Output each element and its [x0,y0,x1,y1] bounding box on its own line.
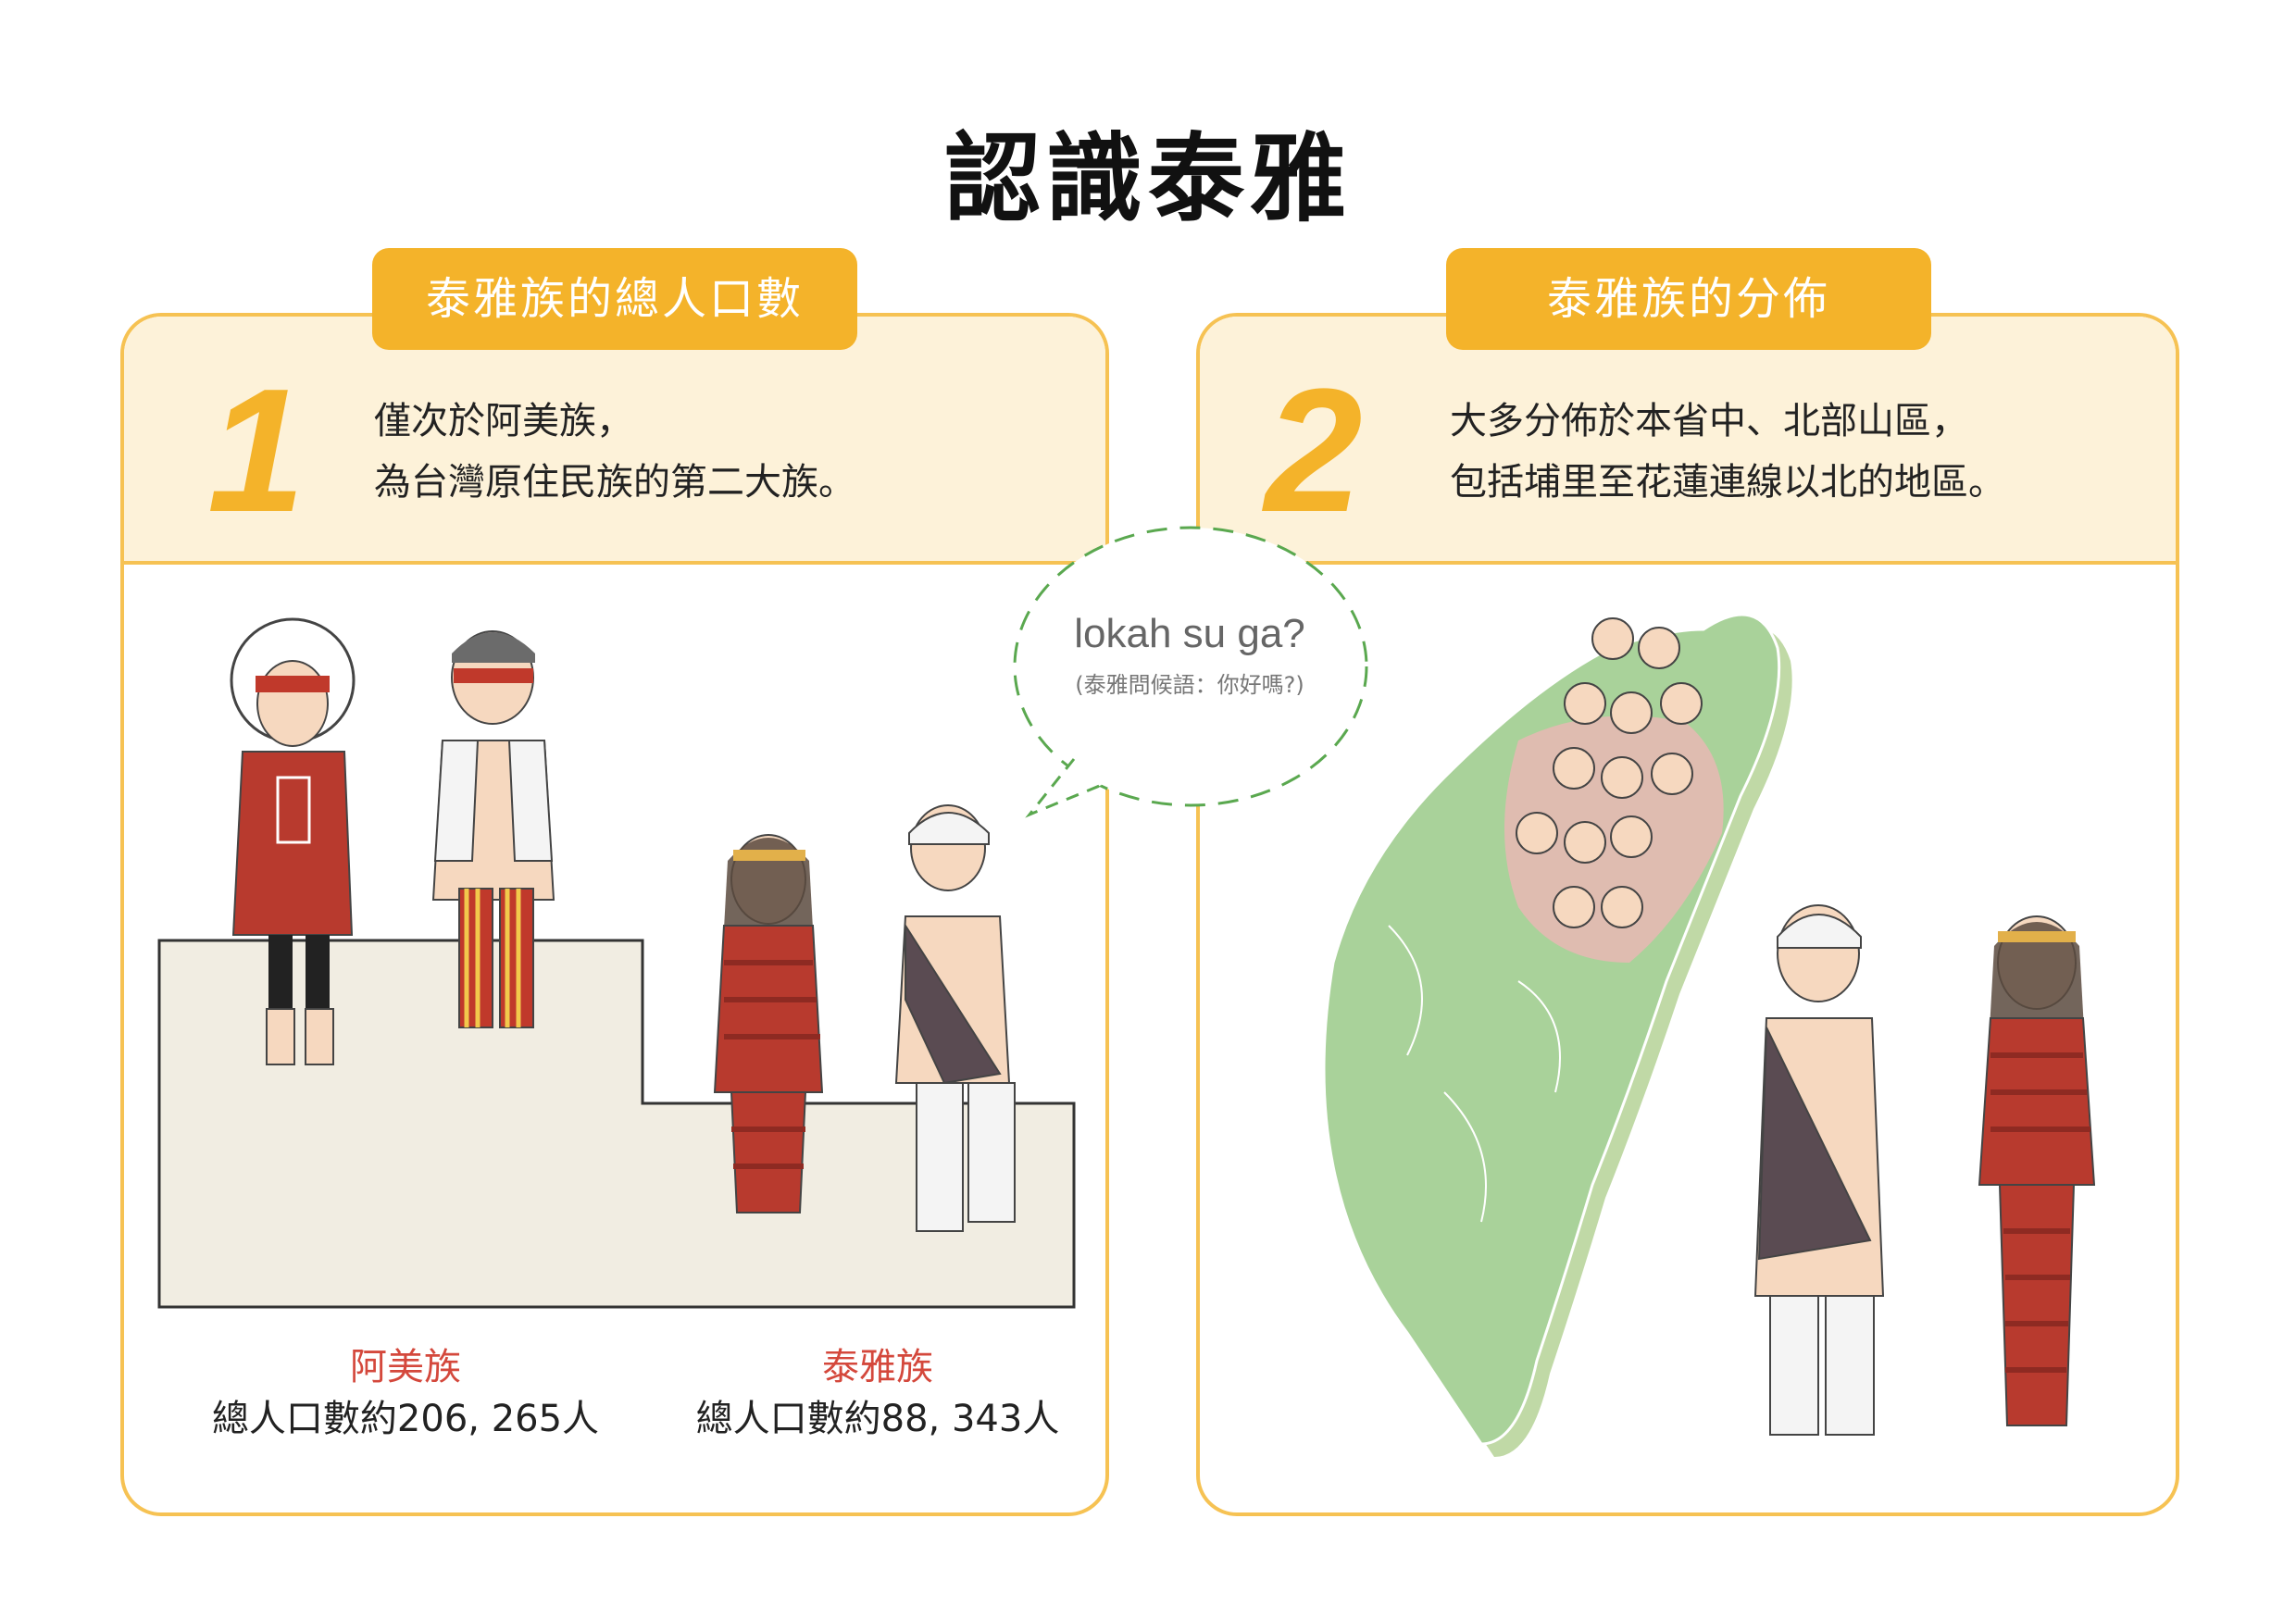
page-title: 認識泰雅 [943,121,1352,235]
atayal-woman-standing-illustration [1978,915,2096,1426]
taiwan-map [1322,613,1792,1457]
atayal-man-standing-illustration [1753,904,1885,1436]
distribution-panel-header [1200,317,2176,565]
distribution-line-2: 包括埔里至花蓮連線以北的地區。 [1450,461,2005,504]
speech-bubble [1013,526,1368,807]
population-panel: 1 僅次於阿美族， 為台灣原住民族的第二大族。 [120,313,1109,1516]
population-line-1: 僅次於阿美族， [374,400,633,442]
stone-steps [157,939,1076,1309]
atayal-woman-illustration [713,834,824,1214]
population-panel-header [124,317,1105,565]
greeting-text: lokah su ga? [1074,611,1305,656]
population-tag: 泰雅族的總人口數 [372,248,857,350]
distribution-description: 大多分佈於本省中、北部山區， 包括埔里至花蓮連線以北的地區。 [1450,391,2005,513]
atayal-population: 總人口數約88, 343人 [695,1398,1060,1440]
amis-label: 阿美族 [350,1346,461,1388]
distribution-line-1: 大多分佈於本省中、北部山區， [1450,400,1968,442]
amis-man-illustration [431,630,555,1028]
section-number-2: 2 [1265,353,1363,549]
section-number-1: 1 [207,353,306,549]
population-description: 僅次於阿美族， 為台灣原住民族的第二大族。 [374,391,855,513]
amis-population: 總人口數約206, 265人 [211,1398,600,1440]
population-line-2: 為台灣原住民族的第二大族。 [374,461,855,504]
greeting-note: (泰雅問候語：你好嗎?) [1075,672,1304,698]
amis-woman-illustration [230,617,356,1065]
atayal-man-illustration [894,804,1016,1232]
distribution-tag: 泰雅族的分佈 [1446,248,1931,350]
atayal-label: 泰雅族 [822,1346,933,1388]
speech-bubble-tail [1025,758,1103,818]
greeting-bubble-text: lokah su ga? (泰雅問候語：你好嗎?) [1009,518,1370,796]
atayal-figures-cluster [1516,617,1703,928]
